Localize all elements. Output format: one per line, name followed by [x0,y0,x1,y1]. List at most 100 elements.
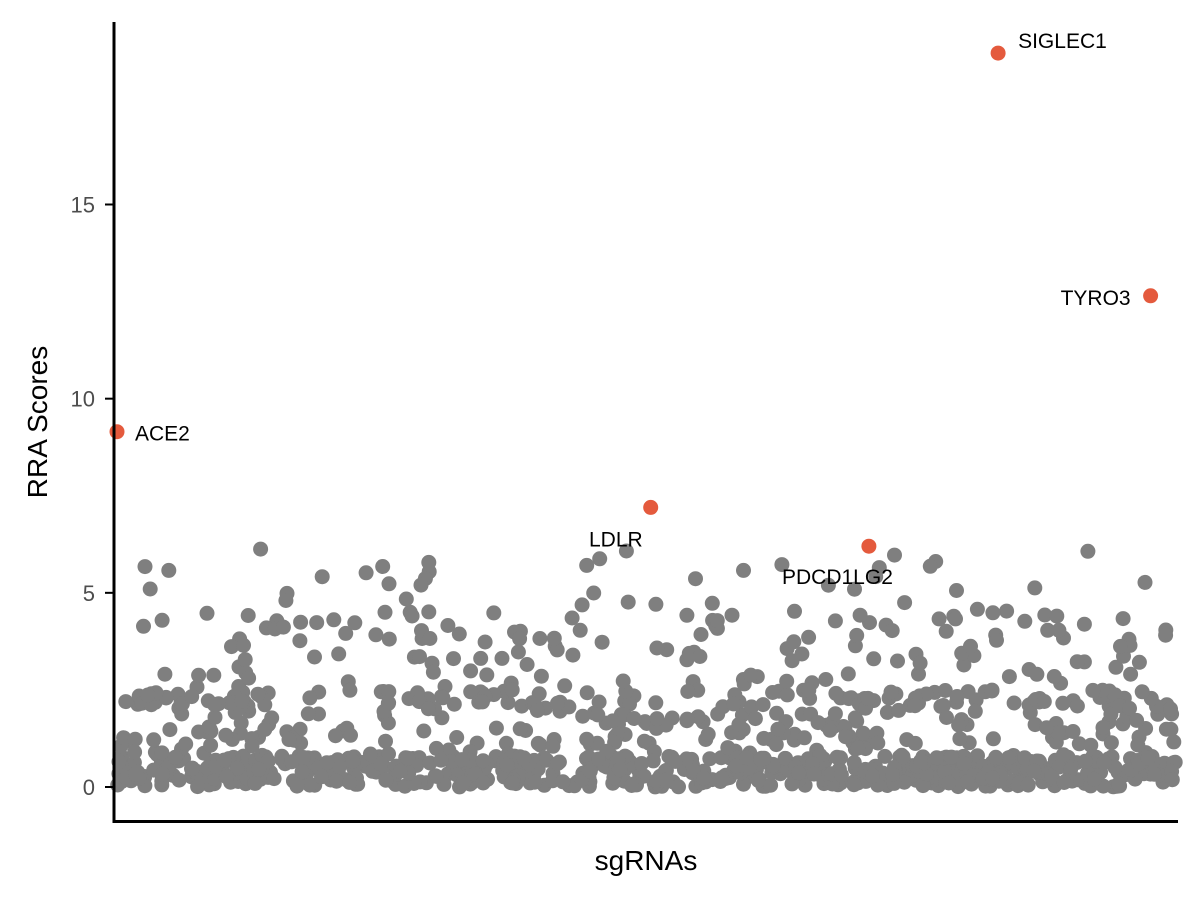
sgrna-point [342,682,358,698]
sgrna-point [786,634,802,650]
sgrna-point [398,591,414,607]
sgrna-point [479,667,495,683]
sgrna-point [421,604,437,620]
sgrna-point [852,607,868,623]
y-tick-label: 5 [83,581,95,606]
sgrna-point [579,731,595,747]
sgrna-point [743,667,759,683]
sgrna-point [561,699,577,715]
sgrna-point [726,696,742,712]
sgrna-point [750,773,766,788]
sgrna-point [579,557,595,573]
sgrna-point [922,558,938,574]
sgrna-point [127,731,143,747]
sgrna-point [146,732,162,748]
sgrna-point [257,697,273,713]
sgrna-point [302,777,318,793]
sgrna-point [806,766,822,782]
sgrna-point [693,627,709,642]
sgrna-point [257,721,273,737]
sgrna-point [381,631,397,647]
sgrna-point [890,653,905,669]
sgrna-point [463,663,479,679]
sgrna-point [429,768,444,784]
sgrna-point [579,685,595,701]
sgrna-point [1071,736,1087,752]
sgrna-point [137,559,153,575]
sgrna-point [381,695,397,711]
sgrna-point [827,706,843,722]
sgrna-point [375,559,391,574]
highlight-point-ldlr [643,499,659,515]
sgrna-point [128,766,144,782]
sgrna-point [897,595,913,611]
sgrna-point [1122,700,1137,716]
sgrna-point [500,695,516,711]
sgrna-point [425,664,441,680]
sgrna-point [331,759,347,774]
sgrna-point [929,750,945,766]
sgrna-point [519,657,535,672]
sgrna-point [347,615,363,631]
sgrna-point [696,770,712,786]
sgrna-point [592,551,608,567]
sgrna-point [1080,543,1096,559]
sgrna-point [572,622,588,638]
label-tyro3: TYRO3 [1061,287,1131,310]
sgrna-point [565,647,581,663]
highlight-point-ace2 [109,424,125,440]
sgrna-point [720,740,736,756]
sgrna-point [1086,771,1102,787]
sgrna-point [939,710,954,725]
sgrna-point [591,694,607,710]
sgrna-point [342,774,358,790]
sgrna-point [636,733,652,749]
sgrna-point [855,725,871,741]
sgrna-point [768,737,784,753]
sgrna-point [884,623,900,639]
sgrna-point [378,772,394,788]
sgrna-point [605,713,621,729]
sgrna-point [1115,611,1131,627]
sgrna-point [941,775,957,791]
sgrna-point [499,757,515,773]
sgrna-point [420,701,436,717]
sgrna-point [615,673,631,689]
sgrna-point [329,773,344,789]
sgrna-point [624,778,640,793]
sgrna-point [634,756,650,771]
sgrna-point [1001,750,1017,766]
sgrna-point [582,763,598,779]
sgrna-point [827,613,843,629]
sgrna-point [1069,654,1085,670]
sgrna-point [307,649,322,665]
sgrna-point [755,697,771,713]
sgrna-point [1163,701,1178,717]
sgrna-point [184,689,200,705]
sgrna-point [486,605,502,621]
sgrna-point [779,687,795,703]
sgrna-point [1137,574,1153,590]
sgrna-point [951,717,967,733]
y-tick-label: 10 [71,387,95,412]
sgrna-point [171,772,187,788]
sgrna-point [879,704,895,720]
sgrna-point [178,736,194,752]
sgrna-point [474,694,490,710]
sgrna-point [688,571,703,587]
sgrna-point [440,618,456,633]
sgrna-point [963,638,978,654]
sgrna-point [999,603,1015,619]
highlighted-labels: ACE2 LDLR PDCD1LG2 SIGLEC1 TYRO3 [135,30,1131,589]
sgrna-point [564,610,580,626]
sgrna-point [289,776,305,792]
sgrna-point [679,607,695,623]
sgrna-point [167,749,183,765]
sgrna-point [433,752,449,768]
sgrna-point [251,761,267,777]
label-ldlr: LDLR [589,528,643,551]
sgrna-point [738,750,754,766]
sgrna-point [952,731,968,747]
sgrna-point [1140,750,1156,766]
sgrna-point [612,762,628,778]
